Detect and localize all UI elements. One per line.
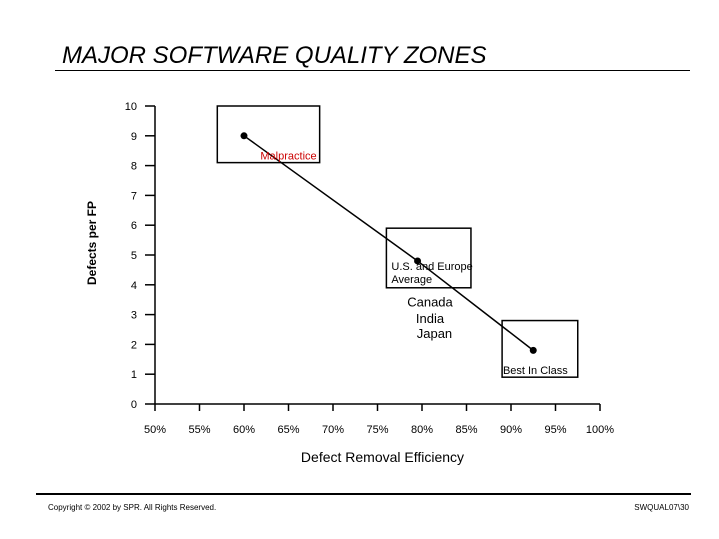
x-tick-label: 65% bbox=[277, 424, 299, 436]
data-point bbox=[240, 132, 248, 140]
x-tick-label: 70% bbox=[322, 424, 344, 436]
data-point bbox=[529, 346, 537, 354]
zone-label-malpractice: Malpractice bbox=[260, 151, 316, 163]
x-tick-label: 85% bbox=[455, 424, 477, 436]
y-tick-label: 7 bbox=[131, 190, 137, 202]
zone-box bbox=[216, 105, 321, 164]
x-tick-label: 100% bbox=[586, 424, 614, 436]
y-axis-label: Defects per FP bbox=[85, 201, 99, 285]
series-line bbox=[243, 135, 534, 351]
zone-label-best-in-class: Best In Class bbox=[503, 365, 568, 377]
x-tick-label: 55% bbox=[188, 424, 210, 436]
y-tick-label: 1 bbox=[131, 369, 137, 381]
x-tick-label: 95% bbox=[544, 424, 566, 436]
title-rule bbox=[55, 70, 690, 71]
data-point bbox=[414, 257, 422, 265]
chart: 0 1 2 3 4 5 6 7 8 9 10 50% 55% 60% 65% 70% 75% 80% 85% 90% 9… bbox=[85, 101, 614, 465]
zone-label-line: Average bbox=[391, 274, 432, 286]
zone-label-line: U.S. and Europe bbox=[391, 261, 472, 273]
annotation-canada: Canada bbox=[407, 295, 453, 310]
copyright-text: Copyright © 2002 by SPR. All Rights Rese… bbox=[48, 503, 217, 512]
zone-label-us-europe: U.S. and Europe Average bbox=[391, 261, 472, 286]
x-tick-label: 90% bbox=[500, 424, 522, 436]
y-tick-label: 9 bbox=[131, 131, 137, 143]
y-tick-label: 3 bbox=[131, 310, 137, 322]
y-tick-label: 8 bbox=[131, 161, 137, 173]
slide-id: SWQUAL07\30 bbox=[634, 503, 689, 512]
y-tick-label: 0 bbox=[131, 399, 137, 411]
zone-box bbox=[385, 227, 472, 289]
footer-rule bbox=[36, 493, 691, 495]
y-tick-label: 2 bbox=[131, 339, 137, 351]
x-axis-label: Defect Removal Efficiency bbox=[301, 449, 464, 465]
y-tick-label: 10 bbox=[125, 101, 137, 113]
x-tick-label: 75% bbox=[366, 424, 388, 436]
y-tick-label: 5 bbox=[131, 250, 137, 262]
zone-box bbox=[501, 319, 579, 378]
x-tick-label: 60% bbox=[233, 424, 255, 436]
slide-title: MAJOR SOFTWARE QUALITY ZONES bbox=[62, 42, 487, 69]
x-tick-label: 50% bbox=[144, 424, 166, 436]
y-tick-label: 6 bbox=[131, 220, 137, 232]
annotation-india: India bbox=[416, 311, 445, 326]
y-tick-label: 4 bbox=[131, 280, 137, 292]
annotation-japan: Japan bbox=[417, 326, 452, 341]
x-tick-label: 80% bbox=[411, 424, 433, 436]
